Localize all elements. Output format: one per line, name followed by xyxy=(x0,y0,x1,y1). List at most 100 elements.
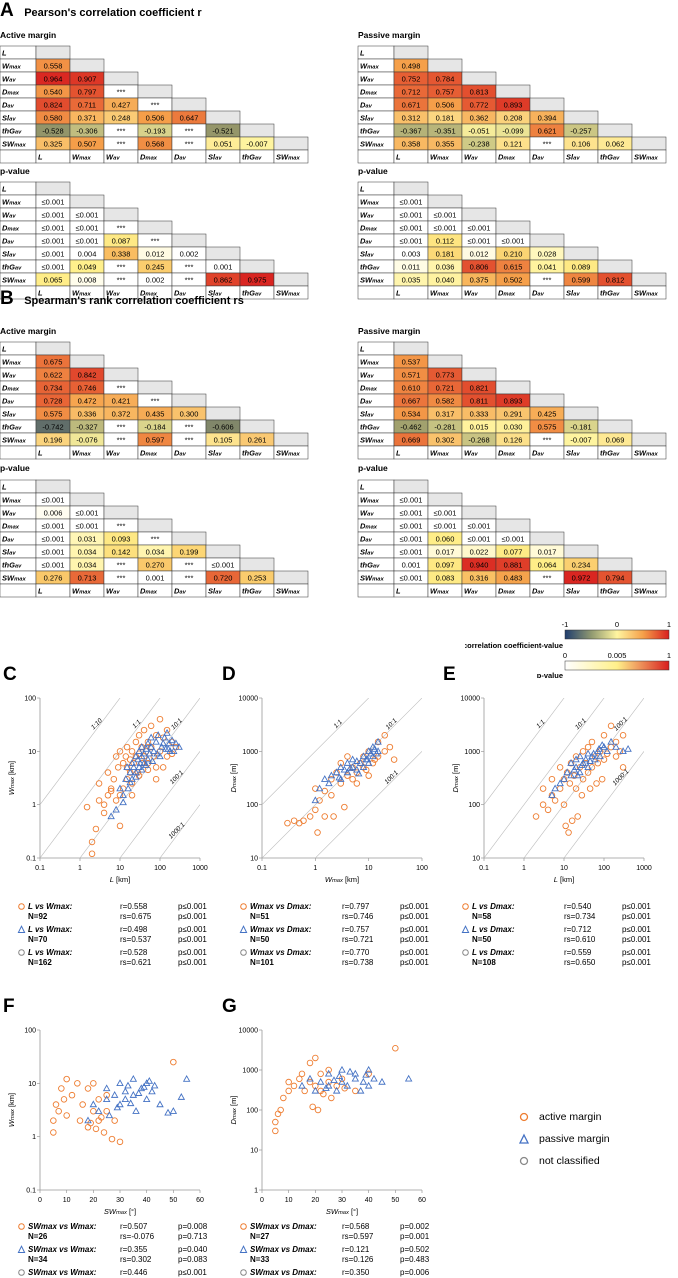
matrix-col-label: thGav xyxy=(600,449,620,458)
passive-margin-point xyxy=(586,757,594,764)
matrix-cell-value: 0.142 xyxy=(112,548,131,557)
passive-margin-point xyxy=(404,1074,413,1082)
matrix-row-label: SWmax xyxy=(360,436,384,445)
matrix-cell-value: 0.537 xyxy=(402,358,421,367)
matrix-diagonal-cell xyxy=(631,570,667,585)
corr-tick-min: -1 xyxy=(562,620,569,629)
active-margin-point xyxy=(306,813,314,820)
passive-margin-point xyxy=(370,1074,378,1082)
stats-p1: p≤0.001 xyxy=(400,948,429,957)
matrix-cell-value: 0.498 xyxy=(402,62,421,71)
label-passive-pearson: Passive margin xyxy=(358,30,421,40)
active-margin-point xyxy=(290,1082,298,1090)
matrix-cell-value: 0.734 xyxy=(44,384,63,393)
matrix-diagonal-cell xyxy=(495,380,531,395)
matrix-row-label: Wmax xyxy=(360,198,379,207)
ratio-line-label: 1:10 xyxy=(90,717,104,731)
scatter-svg: 0 10 20 30 40 50 60 1 10 100 1000 10000 SWmax [°] Dma… xyxy=(229,1028,426,1217)
active-margin-point xyxy=(612,753,620,760)
stats-p1: p≤0.001 xyxy=(622,948,651,957)
matrix-row-label: Slav xyxy=(2,548,16,557)
matrix-cell-value: 0.599 xyxy=(572,276,591,285)
matrix-row-label: SWmax xyxy=(360,574,384,583)
active-margin-point xyxy=(111,1117,118,1124)
active-margin-point xyxy=(588,764,596,771)
matrix-cell-value: 0.568 xyxy=(146,140,165,149)
matrix-cell-value: *** xyxy=(117,88,126,97)
active-margin-point xyxy=(392,1044,399,1052)
matrix-row-label: thGav xyxy=(2,263,22,272)
scatter-panel-f: 0 10 20 30 40 50 60 0.1 1 10 100 SWmax [°] Wmax [km] xyxy=(0,1022,220,1217)
passive-margin-point xyxy=(335,773,343,781)
passive-margin-point xyxy=(163,728,171,736)
active-margin-point xyxy=(90,1080,97,1087)
stats-title: SWmax vs Wmax: xyxy=(28,1245,97,1254)
scatter-panel-g: 0 10 20 30 40 50 60 1 10 100 1000 10000 SWmax [°] Dma… xyxy=(222,1022,442,1217)
matrix-cell-value: -0.528 xyxy=(42,127,63,136)
stats-marker xyxy=(239,902,248,913)
active-margin-point xyxy=(274,1110,282,1118)
matrix-col-label: Dav xyxy=(532,449,545,458)
passive-margin-point xyxy=(102,1095,111,1103)
matrix-cell-value: 0.507 xyxy=(78,140,97,149)
matrix-col-label: thGav xyxy=(242,587,262,596)
passive-margin-point xyxy=(311,1086,320,1094)
passive-margin-point xyxy=(152,737,160,745)
matrix-cell-value: 0.362 xyxy=(470,114,489,123)
marker-legend-passive-label: passive margin xyxy=(539,1133,610,1145)
matrix-diagonal-cell xyxy=(35,341,71,356)
x-axis-label: Wmax [km] xyxy=(325,875,359,884)
y-tick-label: 0.1 xyxy=(26,856,36,863)
matrix-cell-value: -0.076 xyxy=(76,436,97,445)
active-margin-point xyxy=(579,775,587,783)
matrix-cell-value: 0.006 xyxy=(44,509,63,518)
passive-margin-point xyxy=(354,769,363,777)
y-tick-label: 100 xyxy=(24,1028,36,1035)
passive-margin-point xyxy=(378,1077,386,1085)
active-margin-point xyxy=(135,732,143,739)
active-margin-point xyxy=(147,722,155,730)
matrix-cell-value: 0.975 xyxy=(248,276,267,285)
passive-margin-point xyxy=(140,749,148,757)
passive-margin-point xyxy=(116,1100,124,1108)
matrix-cell-value: 0.711 xyxy=(78,101,96,110)
matrix-cell-value: 0.181 xyxy=(436,114,455,123)
panel-g-letter: G xyxy=(222,996,237,1017)
matrix-row-label: Dmax xyxy=(360,224,378,233)
matrix-col-label: Wav xyxy=(106,449,120,458)
marker-legend-active: active margin xyxy=(517,1106,677,1128)
active-margin-point xyxy=(548,775,556,783)
active-margin-point xyxy=(95,797,103,804)
matrix-cell-value: ≤0.001 xyxy=(76,211,99,220)
stats-r: r=0.757 xyxy=(342,925,370,934)
matrix-col-label: Dav xyxy=(532,153,545,162)
matrix-col-label-cell xyxy=(631,149,667,164)
matrix-cell-value: 0.773 xyxy=(436,371,455,380)
matrix-cell-value: 0.427 xyxy=(112,101,131,110)
stats-block: SWmax vs Wmax: r=0.355 p=0.040 N=34 rs=0.302… xyxy=(17,1245,218,1265)
matrix-cell-value: ≤0.001 xyxy=(400,198,423,207)
matrix-spearman-passive-p: L Wmax ≤0.001 Wav ≤0.001 ≤0.001 Dmax ≤0.001 ≤0.0… xyxy=(357,479,668,604)
matrix-diagonal-cell xyxy=(631,136,667,151)
matrix-svg: L Wmax ≤0.001 Wav ≤0.001 ≤0.001 Dmax ≤0.001 ≤0.0… xyxy=(357,181,667,300)
passive-margin-point xyxy=(338,1065,346,1073)
passive-margin-point xyxy=(148,757,157,764)
stats-block: SWmax vs Dmax: r=0.568 p=0.002 N=27 rs=0.597… xyxy=(240,1222,440,1242)
matrix-cell-value: 0.087 xyxy=(112,237,131,246)
matrix-col-label: Wmax xyxy=(430,289,449,298)
passive-margin-point xyxy=(343,1081,352,1089)
matrix-col-label-cell xyxy=(631,285,667,300)
passive-margin-point xyxy=(169,747,178,754)
matrix-diagonal-cell xyxy=(495,84,531,99)
matrix-cell-value: 0.002 xyxy=(180,250,199,259)
matrix-diagonal-cell xyxy=(529,393,565,408)
matrix-cell-value: 0.647 xyxy=(180,114,199,123)
matrix-col-label: SWmax xyxy=(634,449,658,458)
active-margin-point xyxy=(572,753,580,760)
matrix-col-label: Dmax xyxy=(140,153,158,162)
active-margin-point xyxy=(309,1103,316,1111)
stats-n: N=27 xyxy=(250,1232,270,1241)
passive-margin-point xyxy=(159,739,167,747)
passive-margin-point xyxy=(584,763,592,771)
matrix-cell-value: 0.210 xyxy=(504,250,523,259)
